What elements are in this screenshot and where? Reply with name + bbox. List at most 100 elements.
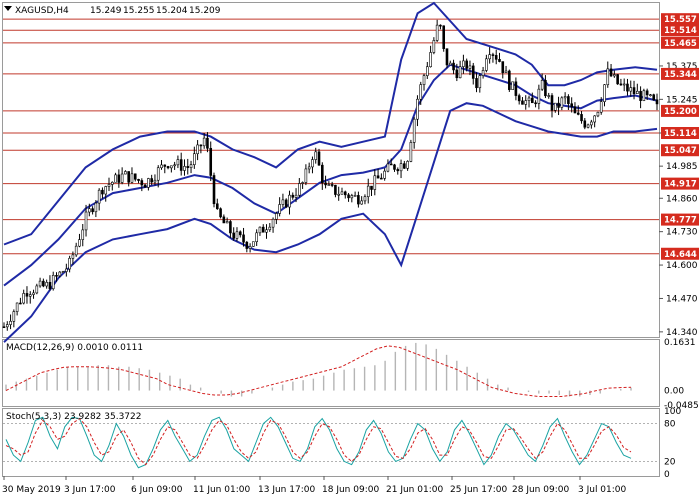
candle-body bbox=[494, 55, 498, 60]
x-tick-label: 21 Jun 01:00 bbox=[386, 485, 443, 495]
candle-body bbox=[521, 100, 524, 105]
candle-body bbox=[301, 182, 304, 184]
candle-body bbox=[2, 326, 6, 329]
candle-body bbox=[179, 159, 183, 171]
candle-body bbox=[458, 66, 462, 79]
candle-body bbox=[452, 62, 455, 71]
level-tag bbox=[661, 36, 699, 49]
y-tick-label: 15.375 bbox=[666, 62, 698, 72]
low-value: 15.204 bbox=[156, 6, 188, 16]
candle-body bbox=[606, 68, 610, 86]
y-tick-label: 14.860 bbox=[666, 194, 698, 204]
bollinger-lower-line bbox=[3, 102, 658, 343]
level-tag-label: 15.514 bbox=[664, 26, 697, 36]
level-tag bbox=[661, 213, 699, 226]
candle-body bbox=[626, 83, 629, 92]
stoch-tick-label: 80 bbox=[664, 420, 676, 430]
candle-body bbox=[212, 175, 216, 205]
candle-body bbox=[642, 90, 646, 101]
candle-body bbox=[560, 97, 564, 108]
candle-body bbox=[183, 166, 186, 171]
candle-body bbox=[150, 178, 153, 183]
candle-body bbox=[340, 191, 344, 195]
candle-body bbox=[586, 124, 590, 128]
candle-body bbox=[324, 182, 327, 186]
candle-body bbox=[268, 226, 272, 231]
candle-body bbox=[189, 164, 193, 168]
stoch-label: Stoch(5,3,3) 23.9282 35.3722 bbox=[6, 412, 141, 422]
candle-body bbox=[636, 90, 639, 94]
candle-body bbox=[58, 271, 62, 277]
candle-body bbox=[209, 147, 213, 176]
candle-body bbox=[124, 171, 127, 175]
candle-body bbox=[291, 194, 295, 198]
macd-tick-label: 0.1631 bbox=[664, 338, 696, 348]
candle-body bbox=[393, 164, 396, 170]
candle-body bbox=[15, 302, 19, 312]
candle-body bbox=[409, 142, 413, 162]
candle-body bbox=[101, 189, 104, 195]
candle-body bbox=[412, 118, 416, 143]
macd-signal-line bbox=[5, 345, 632, 397]
candle-body bbox=[147, 178, 150, 188]
price-panel-frame bbox=[2, 2, 660, 338]
macd-panel-frame bbox=[2, 339, 660, 407]
high-value: 15.255 bbox=[123, 6, 155, 16]
candle-body bbox=[442, 25, 446, 49]
level-tag bbox=[661, 247, 699, 260]
candle-body bbox=[156, 167, 160, 181]
candle-body bbox=[383, 170, 386, 179]
level-tag bbox=[661, 67, 699, 80]
candle-body bbox=[298, 183, 301, 196]
candle-body bbox=[94, 202, 98, 213]
x-tick-label: 3 Jul 01:00 bbox=[578, 485, 627, 495]
candle-body bbox=[619, 83, 623, 86]
candle-body bbox=[491, 54, 495, 56]
candle-body bbox=[12, 311, 16, 322]
close-value: 15.209 bbox=[189, 6, 221, 16]
candle-body bbox=[399, 163, 403, 172]
candle-body bbox=[245, 241, 249, 249]
candle-body bbox=[337, 193, 341, 196]
candle-body bbox=[68, 257, 71, 270]
candle-body bbox=[278, 204, 281, 214]
level-tag-label: 15.114 bbox=[664, 129, 697, 139]
candle-body bbox=[127, 171, 130, 183]
candle-body bbox=[271, 218, 275, 228]
candle-body bbox=[311, 159, 314, 168]
level-tag bbox=[661, 104, 699, 117]
candle-body bbox=[366, 185, 370, 198]
x-tick-label: 13 Jun 17:00 bbox=[258, 485, 315, 495]
candle-body bbox=[225, 221, 229, 224]
candle-body bbox=[429, 52, 432, 68]
candle-body bbox=[485, 58, 488, 71]
macd-label: MACD(12,26,9) 0.0010 0.0111 bbox=[6, 343, 143, 353]
candle-body bbox=[219, 208, 222, 218]
candle-body bbox=[373, 175, 377, 190]
candle-body bbox=[97, 189, 101, 204]
candle-body bbox=[71, 254, 75, 259]
stoch-tick-label: 100 bbox=[664, 407, 681, 417]
candle-body bbox=[48, 282, 52, 290]
candle-body bbox=[488, 54, 491, 60]
candle-body bbox=[501, 61, 505, 73]
candle-body bbox=[196, 144, 199, 155]
candle-body bbox=[28, 294, 32, 297]
candle-body bbox=[288, 194, 291, 208]
candle-body bbox=[343, 191, 347, 196]
candle-body bbox=[576, 112, 580, 115]
macd-tick-label: -0.0485 bbox=[664, 401, 699, 411]
candle-body bbox=[38, 280, 42, 287]
candle-body bbox=[448, 62, 452, 66]
candle-body bbox=[603, 84, 606, 102]
stoch-d-line bbox=[5, 417, 632, 466]
candle-body bbox=[334, 184, 337, 195]
candle-body bbox=[557, 102, 560, 108]
candle-body bbox=[25, 293, 29, 297]
candle-body bbox=[173, 164, 176, 167]
candle-body bbox=[655, 99, 659, 105]
candle-body bbox=[360, 200, 363, 205]
macd-tick-label: 0.00 bbox=[664, 387, 684, 397]
symbol-arrow-icon bbox=[4, 6, 12, 11]
candle-body bbox=[416, 98, 419, 120]
